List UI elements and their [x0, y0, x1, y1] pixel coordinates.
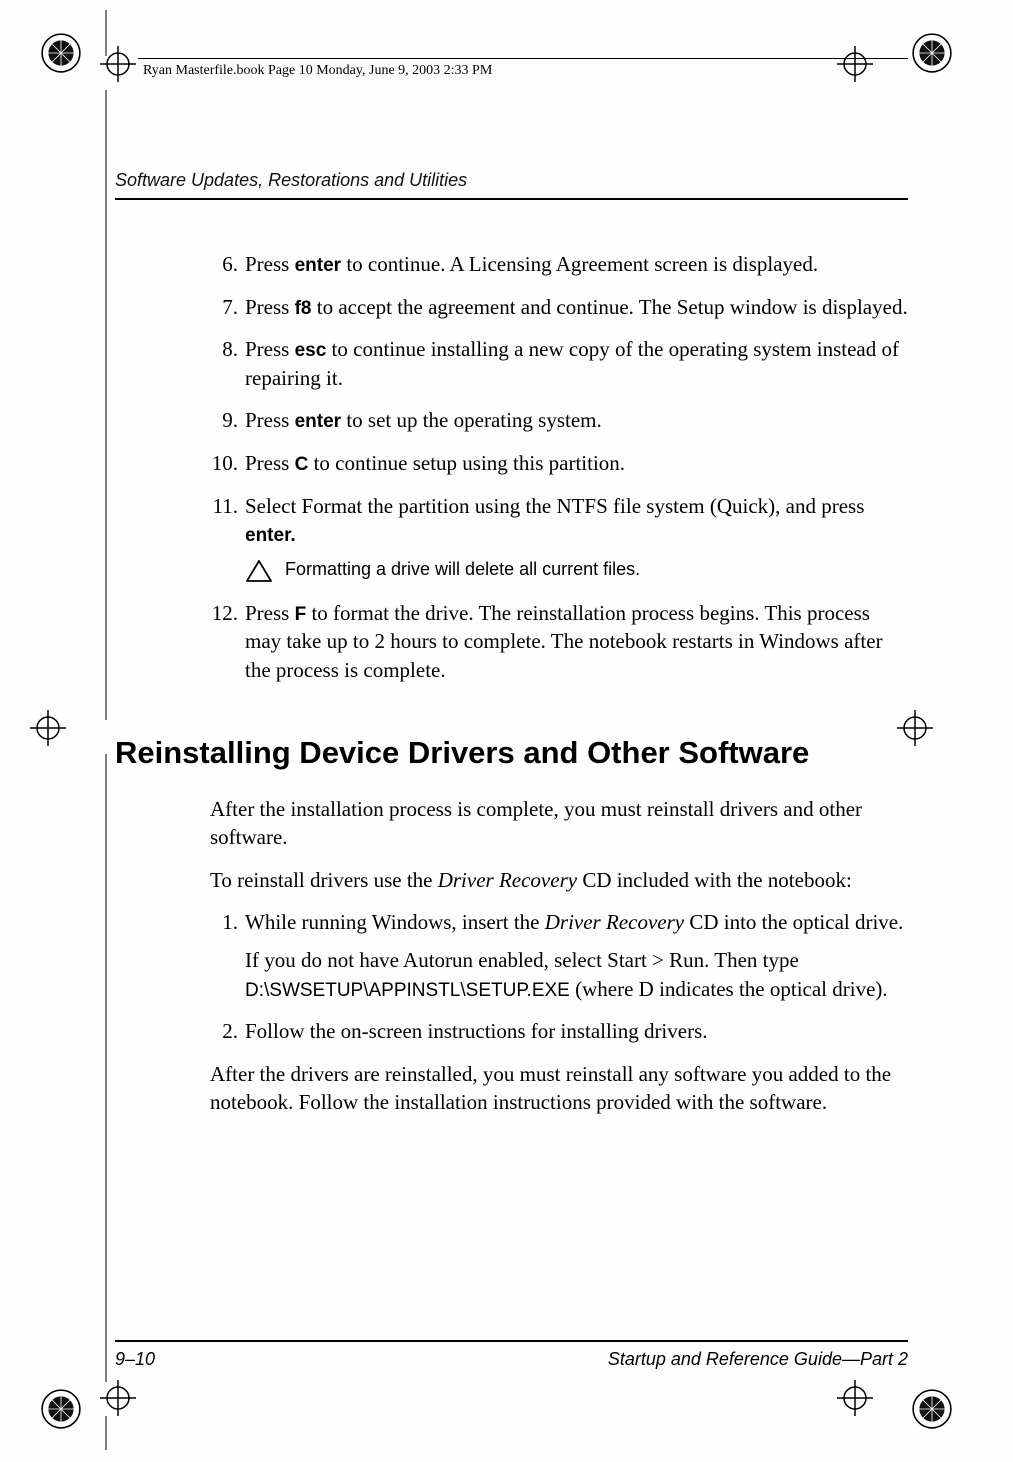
step-text: Select Format the partition using the NT… [245, 494, 864, 546]
footer-page-number: 9–10 [115, 1349, 155, 1370]
section-heading: Reinstalling Device Drivers and Other So… [115, 734, 908, 771]
masterfile-header: Ryan Masterfile.book Page 10 Monday, Jun… [143, 63, 492, 79]
step-number: 9. [193, 406, 238, 434]
step-number: 11. [193, 492, 238, 520]
steps-list-2: 1.While running Windows, insert the Driv… [245, 908, 908, 1046]
step-text: Press C to continue setup using this par… [245, 451, 625, 475]
registration-mark-icon [837, 1380, 873, 1416]
registration-star-icon [911, 32, 953, 74]
caution-text: Formatting a drive will delete all curre… [285, 557, 640, 581]
page: Ryan Masterfile.book Page 10 Monday, Jun… [0, 0, 1013, 1462]
step-item: 1.While running Windows, insert the Driv… [245, 908, 908, 1003]
step-item: 12.Press F to format the drive. The rein… [245, 599, 908, 684]
caution-triangle-icon [245, 559, 273, 583]
step-number: 12. [193, 599, 238, 627]
step-text: Press enter to continue. A Licensing Agr… [245, 252, 818, 276]
content-area: 6. Press enter to continue. A Licensing A… [115, 250, 908, 1130]
footer-rule [115, 1340, 908, 1342]
running-head: Software Updates, Restorations and Utili… [115, 170, 467, 191]
step-text: Press F to format the drive. The reinsta… [245, 601, 883, 682]
step-text: While running Windows, insert the Driver… [245, 910, 903, 934]
step-number: 8. [193, 335, 238, 363]
step-number: 10. [193, 449, 238, 477]
registration-mark-icon [837, 46, 873, 82]
footer-guide-title: Startup and Reference Guide—Part 2 [608, 1349, 908, 1370]
steps-list-1: 6.Press enter to continue. A Licensing A… [245, 250, 908, 684]
body-paragraph: After the drivers are reinstalled, you m… [210, 1060, 908, 1117]
header-rule [138, 58, 908, 59]
step-item: 2.Follow the on-screen instructions for … [245, 1017, 908, 1045]
registration-star-icon [911, 1388, 953, 1430]
step-item: 11.Select Format the partition using the… [245, 492, 908, 583]
registration-star-icon [40, 1388, 82, 1430]
step-text: Press enter to set up the operating syst… [245, 408, 602, 432]
head-rule [115, 198, 908, 200]
step-item: 9.Press enter to set up the operating sy… [245, 406, 908, 435]
step-item: 10.Press C to continue setup using this … [245, 449, 908, 478]
step-text: Press f8 to accept the agreement and con… [245, 295, 908, 319]
registration-star-icon [40, 32, 82, 74]
caution-note: Formatting a drive will delete all curre… [245, 557, 908, 583]
body-paragraph: After the installation process is comple… [210, 795, 908, 852]
step-number: 6. [193, 250, 238, 278]
step-item: 6.Press enter to continue. A Licensing A… [245, 250, 908, 279]
step-text: Follow the on-screen instructions for in… [245, 1019, 708, 1043]
step-sub-paragraph: If you do not have Autorun enabled, sele… [245, 946, 908, 1003]
step-number: 1. [193, 908, 238, 936]
body-paragraph: To reinstall drivers use the Driver Reco… [210, 866, 908, 894]
registration-mark-icon [30, 710, 66, 746]
step-number: 2. [193, 1017, 238, 1045]
step-item: 8.Press esc to continue installing a new… [245, 335, 908, 392]
step-number: 7. [193, 293, 238, 321]
step-text: Press esc to continue installing a new c… [245, 337, 899, 390]
step-item: 7.Press f8 to accept the agreement and c… [245, 293, 908, 322]
